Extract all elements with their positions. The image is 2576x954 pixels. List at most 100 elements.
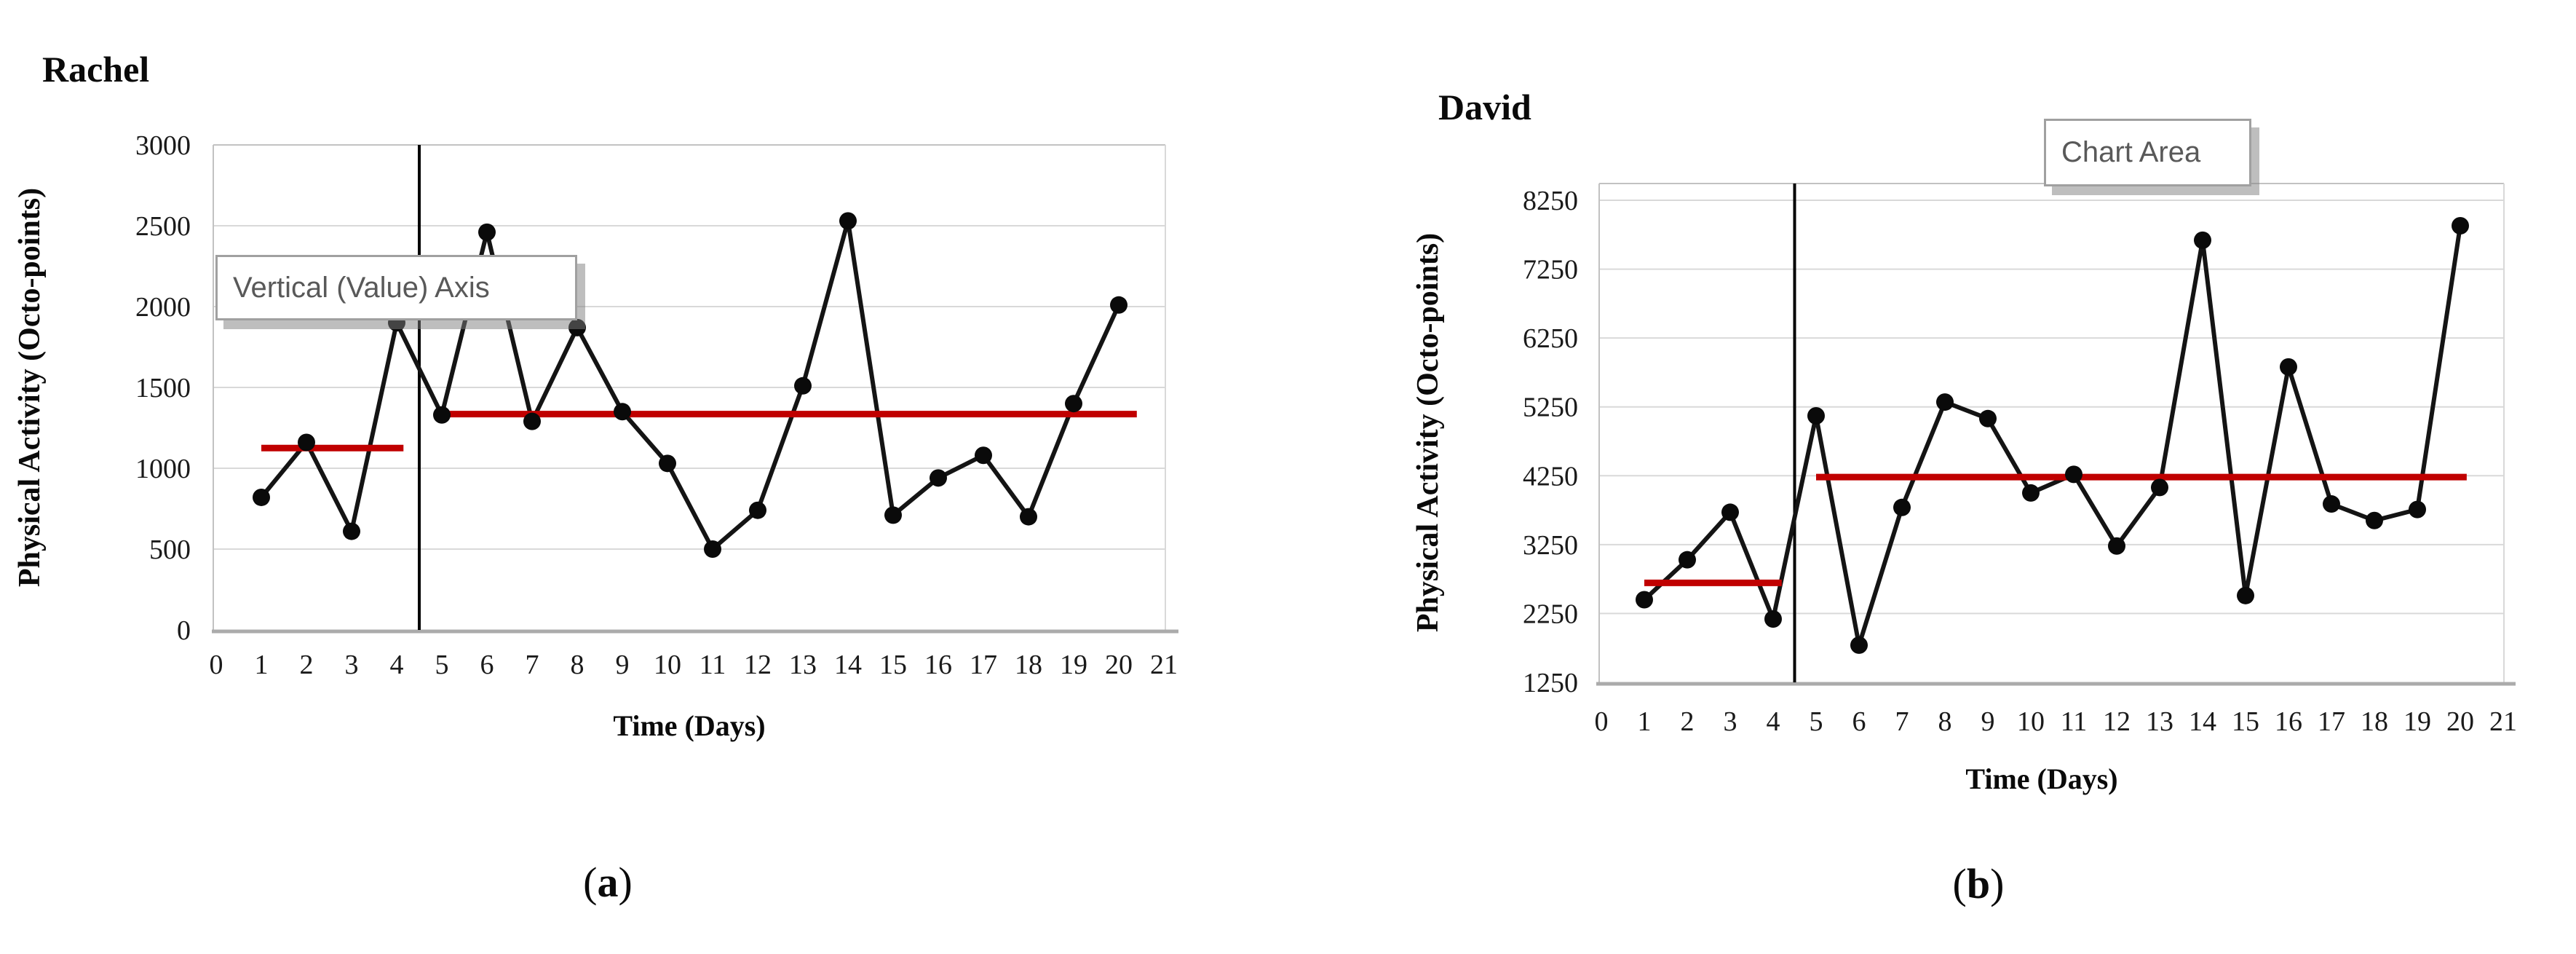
data-point-marker bbox=[704, 540, 721, 558]
data-point-marker bbox=[1110, 296, 1128, 314]
data-point-marker bbox=[478, 223, 496, 241]
x-tick-label: 18 bbox=[1015, 650, 1042, 680]
data-point-marker bbox=[884, 506, 902, 524]
data-point-marker bbox=[1936, 393, 1954, 411]
data-point-marker bbox=[1721, 503, 1739, 521]
x-tick-label: 19 bbox=[2403, 706, 2431, 737]
data-point-marker bbox=[2366, 511, 2383, 529]
data-point-marker bbox=[343, 522, 360, 540]
data-point-marker bbox=[2108, 537, 2125, 555]
y-tick-label: 1000 bbox=[135, 454, 191, 484]
x-tick-label: 16 bbox=[924, 650, 952, 680]
caption-b-open-paren: ( bbox=[1952, 860, 1967, 907]
caption-b: (b) bbox=[1869, 859, 2088, 908]
y-tick-label: 5250 bbox=[1523, 393, 1578, 423]
data-point-marker bbox=[614, 403, 631, 421]
x-tick-label: 12 bbox=[744, 650, 772, 680]
x-tick-label: 8 bbox=[1938, 706, 1952, 737]
x-tick-label: 14 bbox=[2189, 706, 2216, 737]
data-point-marker bbox=[1764, 610, 1782, 628]
data-point-marker bbox=[2151, 478, 2168, 497]
x-tick-label: 10 bbox=[2017, 706, 2045, 737]
x-tick-label: 13 bbox=[2146, 706, 2173, 737]
x-tick-label: 4 bbox=[390, 650, 404, 680]
chart-a-y-axis-title: Physical Activity (Octo-points) bbox=[13, 187, 47, 588]
data-point-marker bbox=[749, 501, 766, 519]
x-tick-label: 17 bbox=[2318, 706, 2345, 737]
chart-a-x-axis-title: Time (Days) bbox=[613, 709, 766, 742]
data-point-marker bbox=[2237, 586, 2254, 604]
x-tick-label: 3 bbox=[1724, 706, 1737, 737]
y-tick-label: 2250 bbox=[1523, 599, 1578, 629]
y-tick-label: 1250 bbox=[1523, 668, 1578, 698]
caption-b-close-paren: ) bbox=[1990, 860, 2005, 907]
data-point-marker bbox=[253, 488, 270, 506]
data-point-marker bbox=[1636, 591, 1653, 609]
chart-a-tooltip-vertical-value-axis: Vertical (Value) Axis bbox=[215, 255, 577, 320]
x-tick-label: 17 bbox=[970, 650, 997, 680]
x-tick-label: 9 bbox=[1981, 706, 1995, 737]
data-point-marker bbox=[975, 446, 992, 465]
x-tick-label: 4 bbox=[1767, 706, 1780, 737]
data-point-marker bbox=[2194, 231, 2211, 249]
data-point-marker bbox=[930, 469, 947, 487]
chart-b-x-axis-title: Time (Days) bbox=[1965, 762, 2118, 795]
x-tick-label: 2 bbox=[1681, 706, 1695, 737]
x-tick-label: 1 bbox=[255, 650, 269, 680]
x-tick-label: 13 bbox=[789, 650, 817, 680]
data-point-marker bbox=[523, 412, 541, 430]
data-point-marker bbox=[2022, 484, 2040, 502]
chart-b-tooltip-chart-area: Chart Area bbox=[2044, 119, 2251, 186]
x-tick-label: 15 bbox=[879, 650, 907, 680]
x-tick-label: 2 bbox=[300, 650, 314, 680]
y-tick-label: 8250 bbox=[1523, 186, 1578, 216]
chart-b-title: David bbox=[1438, 87, 1531, 127]
x-tick-label: 5 bbox=[435, 650, 449, 680]
data-point-marker bbox=[1850, 636, 1868, 654]
x-tick-label: 21 bbox=[2489, 706, 2517, 737]
x-tick-label: 10 bbox=[654, 650, 681, 680]
x-tick-label: 6 bbox=[480, 650, 494, 680]
data-point-marker bbox=[1679, 551, 1696, 569]
y-tick-label: 500 bbox=[149, 535, 191, 565]
y-tick-label: 2500 bbox=[135, 211, 191, 242]
data-point-marker bbox=[1807, 407, 1825, 425]
caption-a: (a) bbox=[499, 858, 717, 907]
x-tick-label: 9 bbox=[616, 650, 630, 680]
data-point-marker bbox=[1893, 498, 1911, 516]
y-tick-label: 3250 bbox=[1523, 530, 1578, 561]
y-tick-label: 6250 bbox=[1523, 323, 1578, 354]
data-point-marker bbox=[1020, 508, 1037, 526]
data-point-marker bbox=[1979, 409, 1997, 427]
chart-b-y-axis-title: Physical Activity (Octo-points) bbox=[1411, 232, 1445, 633]
y-tick-label: 4250 bbox=[1523, 461, 1578, 492]
y-tick-label: 7250 bbox=[1523, 255, 1578, 285]
x-tick-label: 7 bbox=[1895, 706, 1909, 737]
data-point-marker bbox=[1065, 395, 1082, 413]
caption-b-letter: b bbox=[1966, 860, 1991, 907]
x-tick-label: 1 bbox=[1638, 706, 1652, 737]
x-tick-label: 6 bbox=[1852, 706, 1866, 737]
data-point-marker bbox=[2452, 216, 2469, 234]
x-tick-label: 16 bbox=[2275, 706, 2302, 737]
x-tick-label: 20 bbox=[2446, 706, 2474, 737]
data-point-marker bbox=[298, 433, 315, 452]
x-tick-label: 7 bbox=[526, 650, 539, 680]
data-point-marker bbox=[433, 406, 451, 424]
x-tick-label: 15 bbox=[2232, 706, 2259, 737]
data-point-marker bbox=[794, 377, 812, 395]
caption-a-close-paren: ) bbox=[618, 859, 633, 906]
x-tick-label: 19 bbox=[1060, 650, 1087, 680]
data-point-marker bbox=[2280, 358, 2297, 376]
y-tick-label: 1500 bbox=[135, 373, 191, 403]
y-tick-label: 2000 bbox=[135, 292, 191, 323]
data-point-marker bbox=[2323, 495, 2340, 513]
x-tick-label: 0 bbox=[1595, 706, 1609, 737]
chart-a-title: Rachel bbox=[42, 49, 150, 90]
caption-a-open-paren: ( bbox=[583, 859, 598, 906]
data-point-marker bbox=[659, 454, 676, 473]
x-tick-label: 21 bbox=[1150, 650, 1178, 680]
